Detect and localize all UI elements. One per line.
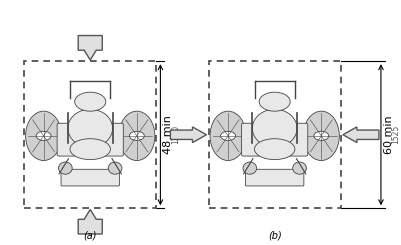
Polygon shape	[78, 209, 102, 234]
Bar	[24, 61, 156, 208]
Ellipse shape	[108, 162, 122, 174]
FancyBboxPatch shape	[245, 169, 304, 186]
Text: 60 min: 60 min	[384, 115, 394, 154]
Text: 1220: 1220	[171, 125, 180, 144]
Circle shape	[259, 92, 290, 111]
Ellipse shape	[243, 162, 257, 174]
Ellipse shape	[59, 162, 72, 174]
Ellipse shape	[68, 109, 113, 147]
FancyBboxPatch shape	[61, 169, 119, 186]
Ellipse shape	[26, 111, 62, 160]
Ellipse shape	[210, 111, 246, 160]
Bar	[209, 61, 341, 208]
Circle shape	[75, 92, 106, 111]
Ellipse shape	[119, 111, 155, 160]
Ellipse shape	[70, 139, 110, 159]
Circle shape	[130, 131, 144, 140]
Ellipse shape	[252, 109, 297, 147]
FancyBboxPatch shape	[241, 123, 308, 156]
Polygon shape	[78, 36, 102, 60]
Text: (b): (b)	[268, 230, 282, 240]
FancyBboxPatch shape	[57, 123, 124, 156]
Text: (a): (a)	[83, 230, 97, 240]
Circle shape	[221, 131, 235, 140]
Ellipse shape	[303, 111, 339, 160]
Polygon shape	[343, 127, 379, 143]
Ellipse shape	[293, 162, 306, 174]
Polygon shape	[170, 127, 207, 143]
Ellipse shape	[255, 139, 295, 159]
Text: 48 min: 48 min	[164, 115, 173, 154]
Circle shape	[36, 131, 51, 140]
Circle shape	[314, 131, 329, 140]
Text: 1525: 1525	[392, 125, 401, 144]
